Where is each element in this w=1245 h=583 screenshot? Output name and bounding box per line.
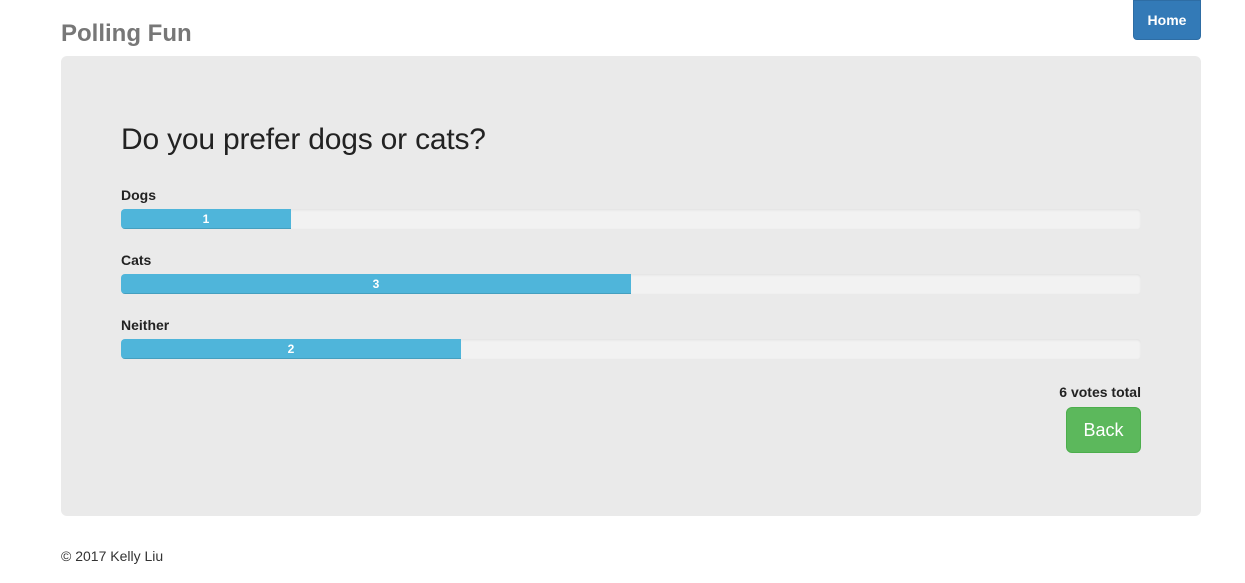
progress-bar-fill: 2 (121, 339, 461, 359)
home-button[interactable]: Home (1133, 0, 1201, 40)
poll-option-neither: Neither 2 (121, 316, 1141, 359)
poll-question: Do you prefer dogs or cats? (121, 122, 486, 158)
progress-bar-track: 1 (121, 209, 1141, 229)
progress-bar-fill: 1 (121, 209, 291, 229)
poll-results-panel: Do you prefer dogs or cats? Dogs 1 Cats … (61, 56, 1201, 516)
progress-bar-track: 3 (121, 274, 1141, 294)
poll-option-cats: Cats 3 (121, 251, 1141, 294)
site-title: Polling Fun (61, 19, 192, 49)
footer-copyright: © 2017 Kelly Liu (61, 548, 163, 564)
back-button[interactable]: Back (1066, 407, 1141, 453)
progress-bar-track: 2 (121, 339, 1141, 359)
votes-total: 6 votes total (1059, 384, 1141, 400)
progress-bar-fill: 3 (121, 274, 631, 294)
option-label: Neither (121, 316, 1141, 334)
poll-option-dogs: Dogs 1 (121, 186, 1141, 229)
option-label: Dogs (121, 186, 1141, 204)
option-label: Cats (121, 251, 1141, 269)
